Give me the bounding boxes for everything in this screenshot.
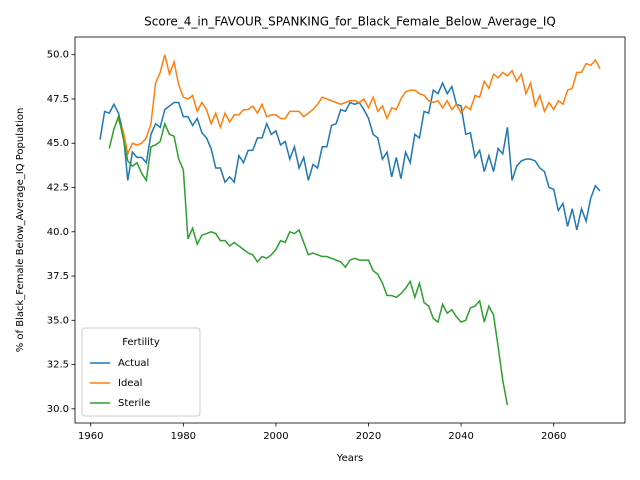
legend-box bbox=[81, 327, 201, 417]
y-tick-label: 37.5 bbox=[47, 271, 69, 282]
x-tick-label: 2040 bbox=[448, 431, 473, 442]
series-line bbox=[99, 81, 601, 231]
y-tick-label: 45.0 bbox=[47, 138, 69, 149]
y-tick-label: 40.0 bbox=[47, 227, 69, 238]
y-tick-label: 30.0 bbox=[47, 404, 69, 415]
x-tick-label: 1960 bbox=[78, 431, 103, 442]
legend-label: Sterile bbox=[118, 398, 150, 409]
y-tick-label: 42.5 bbox=[47, 183, 69, 194]
x-axis-label: Years bbox=[336, 453, 363, 464]
legend-title: Fertility bbox=[122, 337, 160, 348]
y-tick-label: 47.5 bbox=[47, 94, 69, 105]
y-tick-label: 35.0 bbox=[47, 315, 69, 326]
series-line bbox=[117, 54, 601, 157]
chart-title: Score_4_in_FAVOUR_SPANKING_for_Black_Fem… bbox=[144, 15, 556, 29]
legend-label: Ideal bbox=[118, 378, 142, 389]
y-tick-label: 32.5 bbox=[47, 360, 69, 371]
x-tick-label: 1980 bbox=[171, 431, 196, 442]
x-tick-label: 2000 bbox=[263, 431, 288, 442]
y-axis-label: % of Black_Female Below_Average_IQ Popul… bbox=[15, 108, 26, 353]
legend-label: Actual bbox=[118, 358, 149, 369]
series-line bbox=[108, 114, 509, 406]
x-tick-label: 2060 bbox=[541, 431, 566, 442]
y-tick-label: 50.0 bbox=[47, 50, 69, 61]
plot-frame bbox=[74, 36, 626, 424]
x-tick-label: 2020 bbox=[356, 431, 381, 442]
